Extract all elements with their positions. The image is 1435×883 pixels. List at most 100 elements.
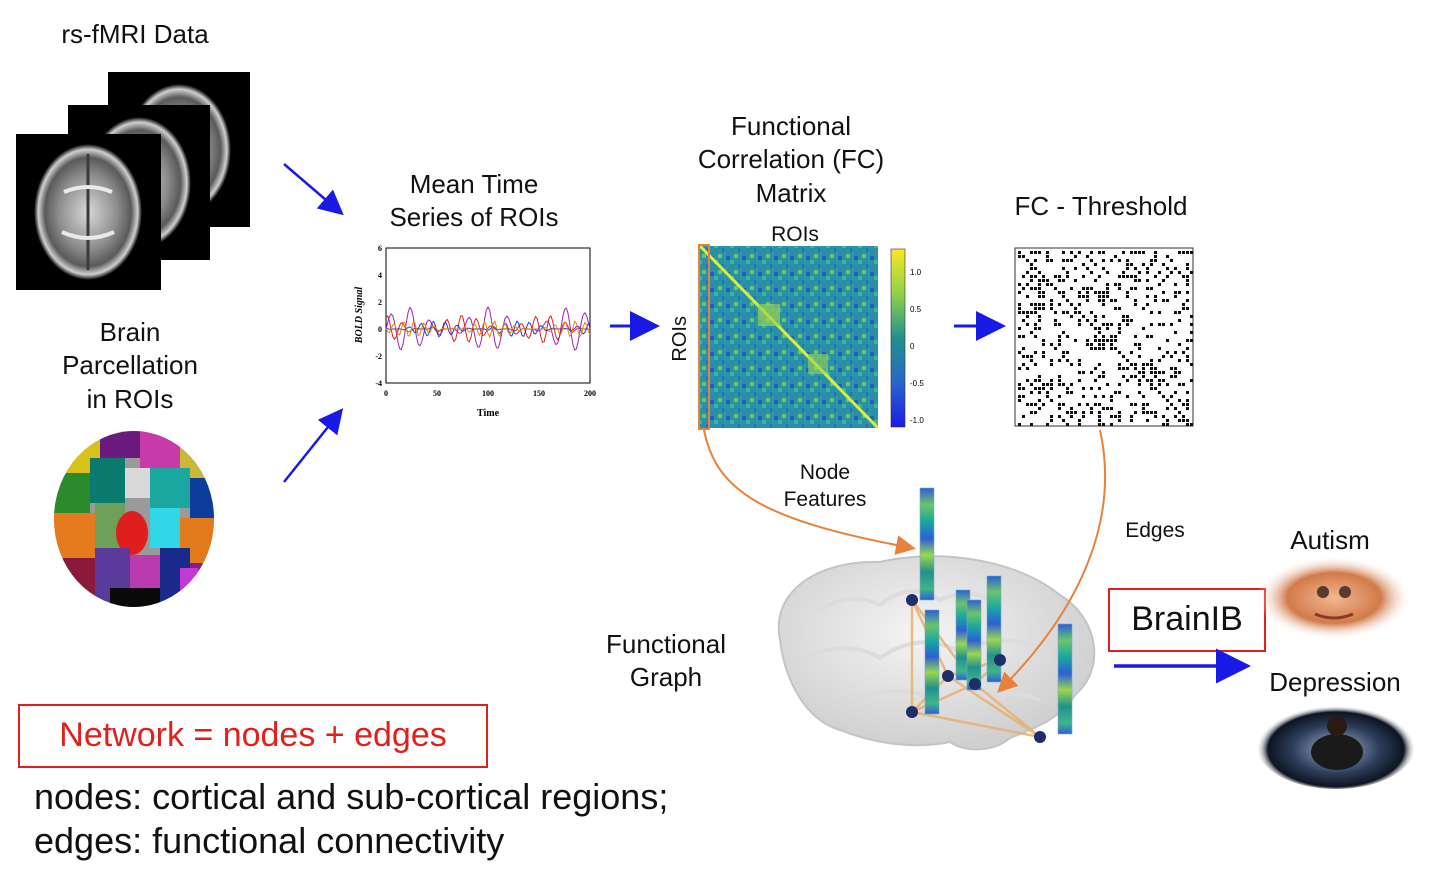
threshold-cell <box>1078 363 1081 366</box>
threshold-cell <box>1182 303 1185 306</box>
threshold-cell <box>1022 275 1025 278</box>
threshold-cell <box>1102 299 1105 302</box>
threshold-cell <box>1054 323 1057 326</box>
threshold-cell <box>1118 391 1121 394</box>
threshold-cell <box>1018 387 1021 390</box>
threshold-diagonal-cell <box>1078 311 1081 314</box>
threshold-cell <box>1042 387 1045 390</box>
threshold-cell <box>1070 315 1073 318</box>
threshold-cell <box>1174 415 1177 418</box>
threshold-cell <box>1038 291 1041 294</box>
threshold-cell <box>1178 399 1181 402</box>
threshold-cell <box>1130 287 1133 290</box>
threshold-diagonal-cell <box>1074 307 1077 310</box>
threshold-cell <box>1090 343 1093 346</box>
threshold-cell <box>1102 347 1105 350</box>
y-tick-label: 4 <box>378 271 382 280</box>
threshold-cell <box>1162 371 1165 374</box>
threshold-cell <box>1050 343 1053 346</box>
threshold-cell <box>1190 331 1193 334</box>
threshold-cell <box>1130 351 1133 354</box>
threshold-cell <box>1034 335 1037 338</box>
threshold-cell <box>1098 403 1101 406</box>
threshold-cell <box>1174 367 1177 370</box>
threshold-diagonal-cell <box>1154 387 1157 390</box>
threshold-cell <box>1138 343 1141 346</box>
threshold-cell <box>1062 279 1065 282</box>
threshold-cell <box>1058 383 1061 386</box>
threshold-cell <box>1186 399 1189 402</box>
threshold-cell <box>1118 283 1121 286</box>
threshold-cell <box>1174 291 1177 294</box>
depression-photo-icon <box>1256 701 1416 789</box>
threshold-cell <box>1046 255 1049 258</box>
threshold-cell <box>1098 275 1101 278</box>
threshold-cell <box>1098 387 1101 390</box>
colorbar-tick-label: -1.0 <box>910 416 924 425</box>
threshold-cell <box>1098 299 1101 302</box>
threshold-cell <box>1186 391 1189 394</box>
threshold-cell <box>1134 279 1137 282</box>
threshold-cell <box>1166 299 1169 302</box>
threshold-cell <box>1106 295 1109 298</box>
threshold-cell <box>1134 363 1137 366</box>
threshold-cell <box>1170 355 1173 358</box>
threshold-cell <box>1138 279 1141 282</box>
threshold-diagonal-cell <box>1058 291 1061 294</box>
threshold-cell <box>1070 287 1073 290</box>
threshold-cell <box>1190 339 1193 342</box>
threshold-cell <box>1038 315 1041 318</box>
time-series-xlabel: Time <box>477 408 500 419</box>
brainib-label: BrainIB <box>1131 600 1243 638</box>
threshold-cell <box>1066 359 1069 362</box>
threshold-cell <box>1162 299 1165 302</box>
threshold-cell <box>1130 419 1133 422</box>
threshold-cell <box>1070 391 1073 394</box>
threshold-cell <box>1018 303 1021 306</box>
threshold-cell <box>1078 291 1081 294</box>
threshold-cell <box>1138 271 1141 274</box>
threshold-cell <box>1126 395 1129 398</box>
threshold-cell <box>1062 351 1065 354</box>
threshold-cell <box>1114 335 1117 338</box>
threshold-cell <box>1062 267 1065 270</box>
threshold-cell <box>1058 395 1061 398</box>
threshold-cell <box>1106 383 1109 386</box>
threshold-cell <box>1042 279 1045 282</box>
threshold-diagonal-cell <box>1114 347 1117 350</box>
threshold-cell <box>1018 311 1021 314</box>
threshold-cell <box>1178 319 1181 322</box>
threshold-cell <box>1034 303 1037 306</box>
threshold-cell <box>1146 363 1149 366</box>
y-tick-label: -2 <box>375 352 382 361</box>
threshold-cell <box>1178 251 1181 254</box>
threshold-cell <box>1182 383 1185 386</box>
threshold-cell <box>1190 363 1193 366</box>
threshold-cell <box>1150 323 1153 326</box>
threshold-cell <box>1050 415 1053 418</box>
threshold-cell <box>1070 411 1073 414</box>
network-equation: Network = nodes + edges <box>59 716 447 754</box>
threshold-cell <box>1098 347 1101 350</box>
threshold-cell <box>1058 343 1061 346</box>
threshold-cell <box>1106 291 1109 294</box>
threshold-cell <box>1110 415 1113 418</box>
threshold-cell <box>1146 335 1149 338</box>
threshold-cell <box>1186 263 1189 266</box>
autism-label: Autism <box>1290 525 1370 555</box>
threshold-cell <box>1058 303 1061 306</box>
threshold-cell <box>1058 275 1061 278</box>
threshold-cell <box>1070 383 1073 386</box>
threshold-cell <box>1074 279 1077 282</box>
threshold-diagonal-cell <box>1106 339 1109 342</box>
threshold-cell <box>1126 315 1129 318</box>
threshold-cell <box>1182 403 1185 406</box>
x-tick-label: 200 <box>584 389 596 398</box>
time-series-line <box>385 305 591 351</box>
threshold-cell <box>1178 271 1181 274</box>
threshold-cell <box>1074 311 1077 314</box>
threshold-cell <box>1030 411 1033 414</box>
threshold-cell <box>1126 291 1129 294</box>
threshold-cell <box>1182 307 1185 310</box>
